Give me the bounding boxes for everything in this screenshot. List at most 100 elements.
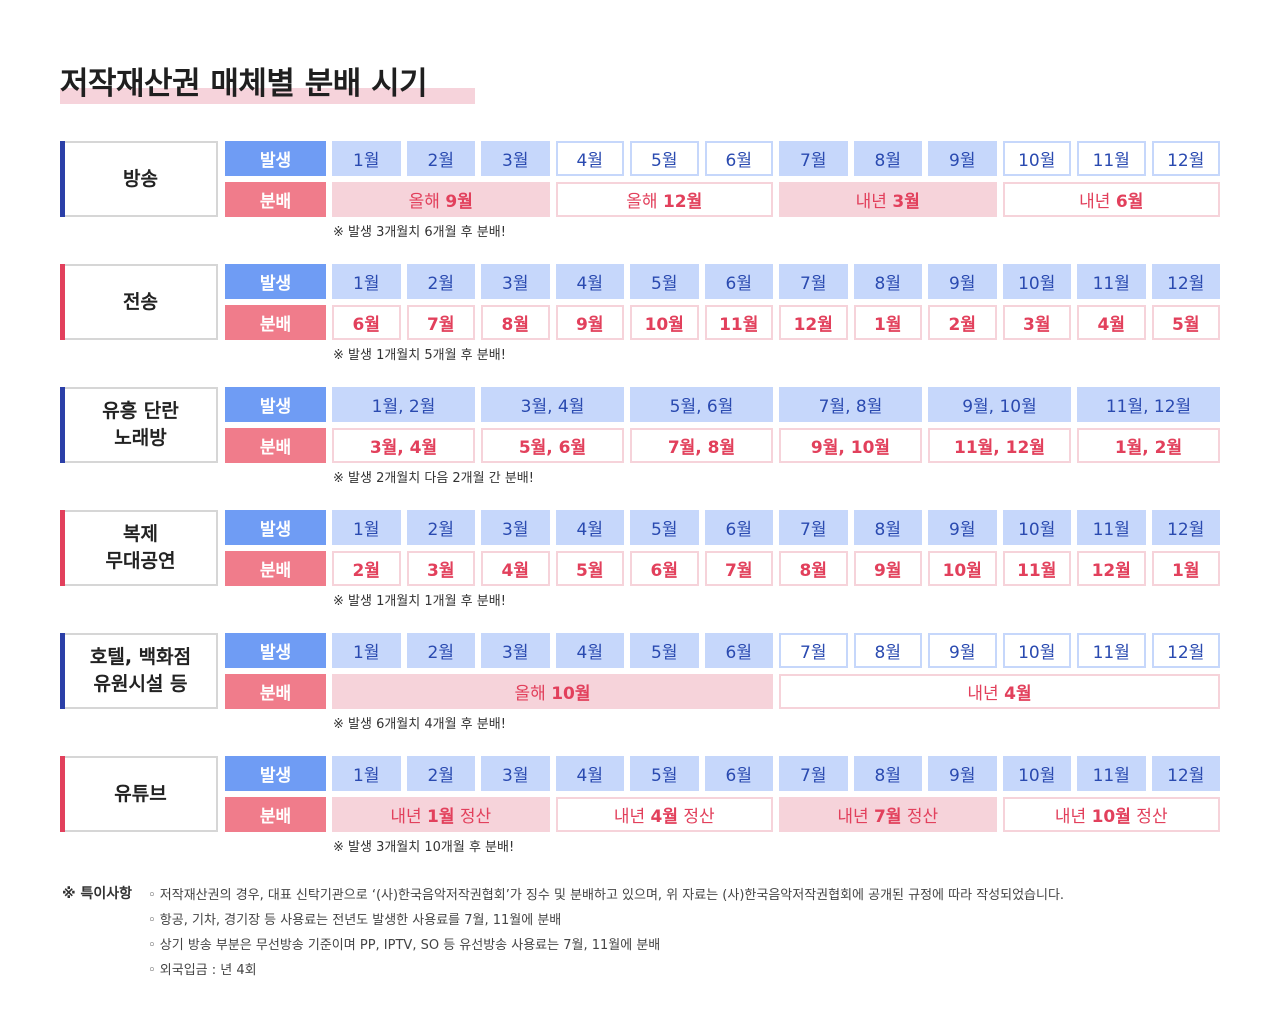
occurrence-cell: 9월 [928, 510, 997, 545]
distribution-cell: 6월 [332, 305, 401, 340]
media-section: 호텔, 백화점 유원시설 등 발생 분배 1월 2월 3월 4월 5월 6월 7월 8월 9월 10월 1… [60, 633, 1220, 753]
distribution-month: 9월, 10월 [810, 438, 891, 458]
distribution-month: 3월, 4월 [369, 438, 438, 458]
accent-bar [60, 510, 65, 586]
remarks-list: ◦ 저작재산권의 경우, 대표 신탁기관으로 ‘(사)한국음악저작권협회’가 징… [148, 883, 1064, 983]
occurrence-cell: 3월 [481, 756, 550, 791]
media-name: 전송 [123, 290, 158, 313]
occurrence-cell: 9월 [928, 756, 997, 791]
distribution-cell: 10월 [630, 305, 699, 340]
occurrence-cell: 11월 [1077, 510, 1146, 545]
occurrence-cell: 2월 [406, 756, 475, 791]
occurrence-cell: 3월, 4월 [481, 387, 624, 422]
occurrence-cell: 8월 [853, 633, 922, 668]
media-name: 방송 [123, 167, 158, 190]
distribution-month: 4월 [650, 807, 678, 827]
distribution-month: 5월, 6월 [518, 438, 587, 458]
distribution-cell: 11월 [704, 305, 773, 340]
occurrence-cell: 12월 [1151, 756, 1220, 791]
distribution-month: 3월 [1023, 315, 1051, 335]
section-note: ※ 발생 2개월치 다음 2개월 간 분배! [333, 471, 534, 486]
distribution-cell: 7월 [406, 305, 475, 340]
distribution-cell: 11월, 12월 [928, 428, 1071, 463]
occurrence-cell: 4월 [555, 141, 624, 176]
distribution-month: 4월 [1004, 684, 1032, 704]
occurrence-cell: 10월 [1002, 510, 1071, 545]
accent-bar [60, 264, 65, 340]
media-name-box: 유흥 단란 노래방 [60, 387, 218, 463]
distribution-month: 12월 [793, 315, 833, 335]
occurrence-cell: 5월 [630, 633, 699, 668]
distribution-month: 2월 [948, 315, 976, 335]
distribution-cell: 11월 [1002, 551, 1071, 586]
distribution-label: 분배 [225, 674, 326, 709]
distribution-month: 5월 [576, 561, 604, 581]
distribution-suffix: 정산 [454, 807, 492, 827]
distribution-cell: 3월 [406, 551, 475, 586]
occurrence-label: 발생 [225, 756, 326, 791]
distribution-label: 분배 [225, 797, 326, 832]
distribution-cell: 10월 [928, 551, 997, 586]
distribution-prefix: 올해 [514, 684, 552, 704]
distribution-month: 11월 [1017, 561, 1057, 581]
occurrence-cell: 8월 [853, 141, 922, 176]
media-name: 유튜브 [114, 782, 167, 805]
remark-item: ◦ 외국입금 : 년 4회 [148, 963, 257, 978]
accent-bar [60, 633, 65, 709]
occurrence-cell: 10월 [1002, 264, 1071, 299]
distribution-cell: 내년 10월 정산 [1002, 797, 1220, 832]
occurrence-cell: 3월 [481, 141, 550, 176]
distribution-month: 2월 [352, 561, 380, 581]
section-note: ※ 발생 1개월치 5개월 후 분배! [333, 348, 506, 363]
distribution-month: 7월 [725, 561, 753, 581]
media-section: 방송 발생 분배 1월 2월 3월 4월 5월 6월 7월 8월 9월 10월 11월 12월 올해 9월 올해… [60, 141, 1220, 261]
occurrence-label: 발생 [225, 141, 326, 176]
distribution-month: 4월 [501, 561, 529, 581]
occurrence-cell: 4월 [555, 633, 624, 668]
remark-item: ◦ 항공, 기차, 경기장 등 사용료는 전년도 발생한 사용료를 7월, 11… [148, 913, 562, 928]
accent-bar [60, 387, 65, 463]
distribution-cell: 9월, 10월 [779, 428, 922, 463]
distribution-cell: 4월 [481, 551, 550, 586]
distribution-prefix: 내년 [390, 807, 428, 827]
distribution-cell: 올해 12월 [555, 182, 773, 217]
distribution-label: 분배 [225, 305, 326, 340]
occurrence-cell: 10월 [1002, 756, 1071, 791]
distribution-month: 5월 [1172, 315, 1200, 335]
distribution-cell: 7월, 8월 [630, 428, 773, 463]
occurrence-cell: 4월 [555, 264, 624, 299]
occurrence-cell: 11월 [1077, 264, 1146, 299]
occurrence-cell: 9월 [928, 141, 997, 176]
media-section: 전송 발생 분배 1월 2월 3월 4월 5월 6월 7월 8월 9월 10월 11월 12월 6월 7월 8월 9… [60, 264, 1220, 384]
occurrence-cell: 7월 [779, 141, 848, 176]
distribution-suffix: 정산 [1130, 807, 1168, 827]
occurrence-label: 발생 [225, 510, 326, 545]
section-note: ※ 발생 1개월치 1개월 후 분배! [333, 594, 506, 609]
media-name: 복제 무대공연 [105, 523, 176, 572]
occurrence-cell: 11월 [1077, 756, 1146, 791]
distribution-month: 12월 [662, 192, 703, 212]
occurrence-cell: 5월 [630, 264, 699, 299]
distribution-prefix: 내년 [837, 807, 875, 827]
distribution-cell: 8월 [481, 305, 550, 340]
occurrence-cell: 6월 [704, 510, 773, 545]
distribution-month: 1월, 2월 [1114, 438, 1183, 458]
media-name: 호텔, 백화점 유원시설 등 [89, 646, 192, 695]
occurrence-cell: 8월 [853, 756, 922, 791]
remark-item: ◦ 저작재산권의 경우, 대표 신탁기관으로 ‘(사)한국음악저작권협회’가 징… [148, 888, 1065, 903]
occurrence-cell: 11월 [1077, 141, 1146, 176]
distribution-cell: 9월 [853, 551, 922, 586]
remark-item: ◦ 상기 방송 부분은 무선방송 기준이며 PP, IPTV, SO 등 유선방… [148, 938, 661, 953]
occurrence-cell: 11월 [1077, 633, 1146, 668]
distribution-month: 12월 [1091, 561, 1131, 581]
occurrence-cell: 8월 [853, 510, 922, 545]
distribution-cell: 2월 [928, 305, 997, 340]
media-section: 유튜브 발생 분배 1월 2월 3월 4월 5월 6월 7월 8월 9월 10월 11월 12월 내년 1월 … [60, 756, 1220, 876]
occurrence-cell: 8월 [853, 264, 922, 299]
distribution-month: 1월 [1172, 561, 1200, 581]
media-name-box: 호텔, 백화점 유원시설 등 [60, 633, 218, 709]
distribution-prefix: 올해 [626, 192, 663, 212]
occurrence-cell: 1월 [332, 756, 401, 791]
distribution-month: 6월 [352, 315, 380, 335]
occurrence-cell: 11월, 12월 [1077, 387, 1220, 422]
